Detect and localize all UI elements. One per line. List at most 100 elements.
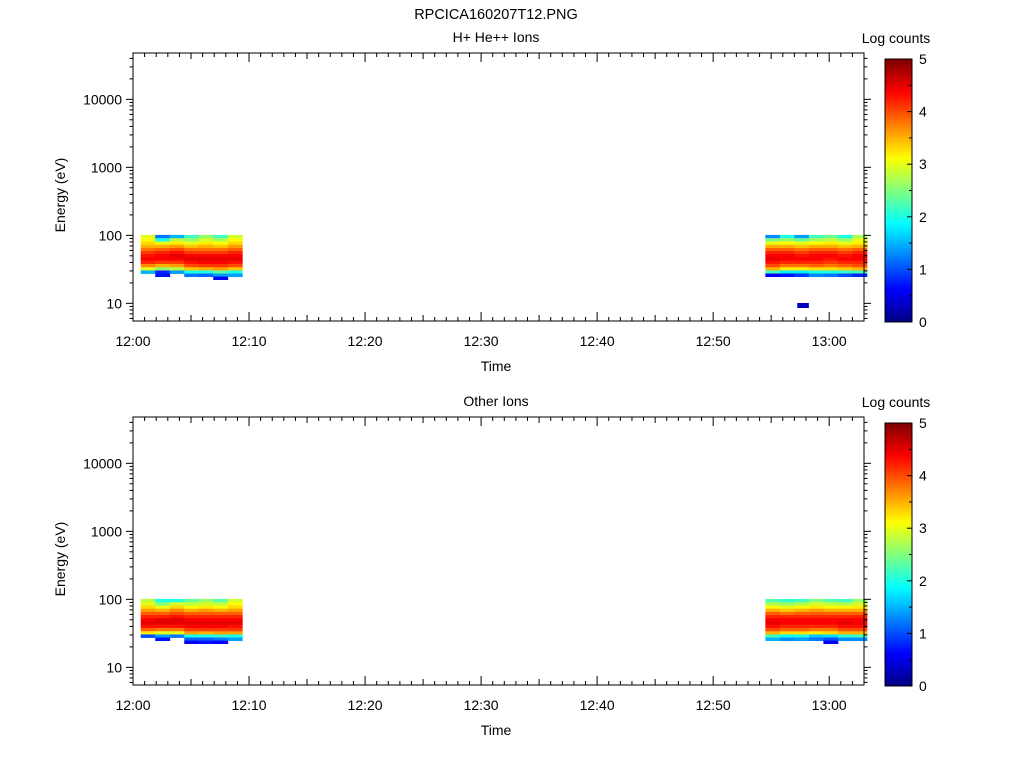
heatmap-cell (198, 250, 214, 255)
heatmap-cell (808, 238, 824, 242)
heatmap-cell (765, 614, 781, 619)
colorbar-segment (885, 655, 912, 659)
heatmap-cell (213, 254, 229, 258)
heatmap-cell (169, 614, 185, 619)
panel-title: H+ He++ Ions (453, 29, 540, 45)
colorbar-segment (885, 80, 912, 84)
heatmap-cell (837, 605, 853, 610)
heatmap-cell (169, 624, 185, 629)
heatmap-cell (852, 614, 868, 619)
colorbar-segment (885, 89, 912, 93)
heatmap-cell (794, 270, 810, 274)
heatmap-cell (808, 618, 824, 622)
colorbar-segment (885, 593, 912, 597)
heatmap-cell (169, 602, 185, 606)
colorbar-segment (885, 256, 912, 259)
heatmap-cell (227, 618, 243, 622)
x-tick-label: 12:50 (696, 333, 731, 349)
heatmap-cell (823, 238, 839, 242)
colorbar-segment (885, 547, 912, 551)
plot-frame (132, 52, 865, 322)
heatmap-cell (184, 247, 200, 252)
heatmap-cell (823, 263, 839, 268)
colorbar-segment (885, 137, 912, 141)
colorbar-tick-label: 1 (919, 261, 927, 277)
colorbar-segment (885, 576, 912, 580)
colorbar-segment (885, 157, 912, 161)
heatmap-cell (837, 254, 853, 258)
colorbar-segment (885, 473, 912, 477)
heatmap-cell (169, 634, 185, 638)
heatmap-cell (227, 605, 243, 610)
heatmap-cell (155, 634, 171, 638)
heatmap-cell (155, 598, 171, 603)
y-tick-label: 10 (106, 295, 122, 311)
heatmap-cell (169, 244, 185, 249)
colorbar-segment (885, 668, 912, 672)
x-tick-label: 12:20 (348, 697, 383, 713)
colorbar-segment (885, 550, 912, 553)
colorbar-segment (885, 148, 912, 152)
heatmap-cell (155, 637, 171, 642)
heatmap-cell (227, 238, 243, 242)
heatmap-cell (155, 254, 171, 258)
colorbar-segment (885, 469, 912, 472)
colorbar-segment (885, 626, 912, 630)
colorbar-tick-label: 5 (919, 415, 927, 431)
colorbar-segment (885, 164, 912, 167)
heatmap-cell (213, 244, 229, 249)
colorbar-segment (885, 151, 912, 154)
heatmap-cell (837, 634, 853, 638)
heatmap-cell (852, 598, 868, 603)
heatmap-cell (794, 637, 810, 642)
heatmap-cell (808, 254, 824, 258)
heatmap-cell (823, 250, 839, 255)
heatmap-cell (140, 618, 156, 622)
heatmap-cell (198, 260, 214, 265)
colorbar-segment (885, 613, 912, 617)
heatmap-cell (140, 254, 156, 258)
heatmap-cell (198, 267, 214, 271)
colorbar-segment (885, 458, 912, 461)
colorbar-segment (885, 664, 912, 667)
heatmap-cell (169, 247, 185, 252)
heatmap-cell (140, 602, 156, 606)
heatmap-cell (823, 234, 839, 239)
heatmap-cell (794, 614, 810, 619)
colorbar-segment (885, 247, 912, 251)
colorbar-segment (885, 109, 912, 113)
heatmap-cell (213, 605, 229, 610)
heatmap-cell (794, 234, 810, 239)
colorbar-segment (885, 170, 912, 174)
heatmap-cell (837, 267, 853, 271)
heatmap-cell (823, 247, 839, 252)
heatmap-cell (765, 621, 781, 626)
colorbar-segment (885, 91, 912, 95)
panel-title: Other Ions (463, 393, 528, 409)
colorbar-segment (885, 620, 912, 623)
heatmap-cell (765, 608, 781, 613)
x-axis-label: Time (481, 358, 512, 374)
heatmap-cell (765, 605, 781, 610)
heatmap-cell (198, 618, 214, 622)
heatmap-cell (169, 250, 185, 255)
colorbar-segment (885, 624, 912, 628)
heatmap-cell (779, 244, 795, 249)
colorbar-segment (885, 499, 912, 503)
colorbar-segment (885, 530, 912, 534)
heatmap-cell (213, 273, 229, 278)
colorbar-segment (885, 633, 912, 637)
colorbar-segment (885, 609, 912, 612)
heatmap-cell (794, 244, 810, 249)
heatmap-cell (823, 260, 839, 265)
heatmap-cell (198, 608, 214, 613)
heatmap-cell (794, 260, 810, 265)
colorbar-segment (885, 234, 912, 238)
heatmap-cell (765, 241, 781, 246)
colorbar-segment (885, 541, 912, 545)
colorbar-segment (885, 534, 912, 538)
colorbar-segment (885, 611, 912, 615)
heatmap-cell (837, 247, 853, 252)
colorbar-segment (885, 521, 912, 525)
colorbar-segment (885, 59, 912, 62)
